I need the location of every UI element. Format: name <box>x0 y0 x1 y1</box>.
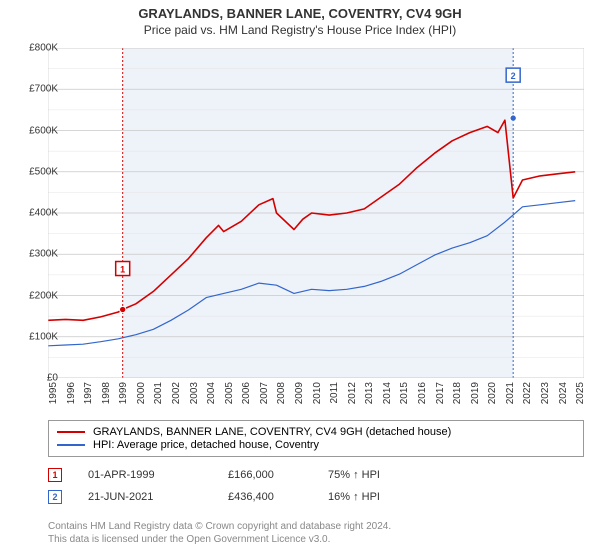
x-tick-label: 2007 <box>259 382 270 404</box>
x-tick-label: 2021 <box>505 382 516 404</box>
marker-table-row: 1 01-APR-1999 £166,000 75% ↑ HPI <box>48 464 584 486</box>
x-tick-label: 2010 <box>312 382 323 404</box>
marker-pct: 16% ↑ HPI <box>328 491 428 503</box>
x-tick-label: 2015 <box>399 382 410 404</box>
marker-price: £166,000 <box>228 469 328 481</box>
y-tick-label: £300K <box>14 249 58 260</box>
chart-container: GRAYLANDS, BANNER LANE, COVENTRY, CV4 9G… <box>0 0 600 560</box>
x-tick-label: 2013 <box>364 382 375 404</box>
footnote-line: This data is licensed under the Open Gov… <box>48 533 584 546</box>
x-tick-label: 2025 <box>575 382 586 404</box>
footnote: Contains HM Land Registry data © Crown c… <box>48 520 584 546</box>
legend-swatch-line <box>57 431 85 433</box>
x-tick-label: 2004 <box>206 382 217 404</box>
x-tick-label: 2000 <box>136 382 147 404</box>
marker-table-row: 2 21-JUN-2021 £436,400 16% ↑ HPI <box>48 486 584 508</box>
x-tick-label: 2014 <box>382 382 393 404</box>
x-tick-label: 2009 <box>294 382 305 404</box>
x-tick-label: 2016 <box>417 382 428 404</box>
x-tick-label: 1998 <box>101 382 112 404</box>
x-tick-label: 1995 <box>48 382 59 404</box>
footnote-line: Contains HM Land Registry data © Crown c… <box>48 520 584 533</box>
svg-text:2: 2 <box>511 71 516 81</box>
x-tick-label: 1999 <box>118 382 129 404</box>
svg-text:1: 1 <box>120 265 125 275</box>
marker-badge: 2 <box>48 490 62 504</box>
x-tick-label: 2008 <box>276 382 287 404</box>
marker-badge: 1 <box>48 468 62 482</box>
y-tick-label: £200K <box>14 290 58 301</box>
y-tick-label: £400K <box>14 208 58 219</box>
x-tick-label: 2006 <box>241 382 252 404</box>
marker-price: £436,400 <box>228 491 328 503</box>
chart-title: GRAYLANDS, BANNER LANE, COVENTRY, CV4 9G… <box>0 6 600 21</box>
marker-pct: 75% ↑ HPI <box>328 469 428 481</box>
x-tick-label: 2019 <box>470 382 481 404</box>
chart-svg: 12 <box>48 48 584 378</box>
plot-area: 12 <box>48 48 584 378</box>
x-tick-label: 2012 <box>347 382 358 404</box>
x-tick-label: 1996 <box>66 382 77 404</box>
legend-swatch-line <box>57 444 85 446</box>
chart-subtitle: Price paid vs. HM Land Registry's House … <box>0 23 600 37</box>
y-tick-label: £700K <box>14 84 58 95</box>
marker-date: 01-APR-1999 <box>88 469 228 481</box>
x-tick-label: 2011 <box>329 382 340 404</box>
marker-table: 1 01-APR-1999 £166,000 75% ↑ HPI 2 21-JU… <box>48 464 584 508</box>
x-tick-label: 2003 <box>189 382 200 404</box>
y-tick-label: £500K <box>14 166 58 177</box>
x-tick-label: 2002 <box>171 382 182 404</box>
legend: GRAYLANDS, BANNER LANE, COVENTRY, CV4 9G… <box>48 420 584 457</box>
x-tick-label: 2020 <box>487 382 498 404</box>
legend-row: GRAYLANDS, BANNER LANE, COVENTRY, CV4 9G… <box>57 426 575 438</box>
legend-row: HPI: Average price, detached house, Cove… <box>57 439 575 451</box>
x-tick-label: 2005 <box>224 382 235 404</box>
legend-label: GRAYLANDS, BANNER LANE, COVENTRY, CV4 9G… <box>93 426 451 438</box>
y-tick-label: £800K <box>14 43 58 54</box>
marker-date: 21-JUN-2021 <box>88 491 228 503</box>
x-tick-label: 2022 <box>522 382 533 404</box>
title-block: GRAYLANDS, BANNER LANE, COVENTRY, CV4 9G… <box>0 0 600 37</box>
x-tick-label: 2023 <box>540 382 551 404</box>
x-tick-label: 2017 <box>435 382 446 404</box>
x-tick-label: 2001 <box>153 382 164 404</box>
legend-label: HPI: Average price, detached house, Cove… <box>93 439 319 451</box>
x-tick-label: 1997 <box>83 382 94 404</box>
y-tick-label: £100K <box>14 331 58 342</box>
x-tick-label: 2018 <box>452 382 463 404</box>
x-tick-label: 2024 <box>558 382 569 404</box>
y-tick-label: £600K <box>14 125 58 136</box>
